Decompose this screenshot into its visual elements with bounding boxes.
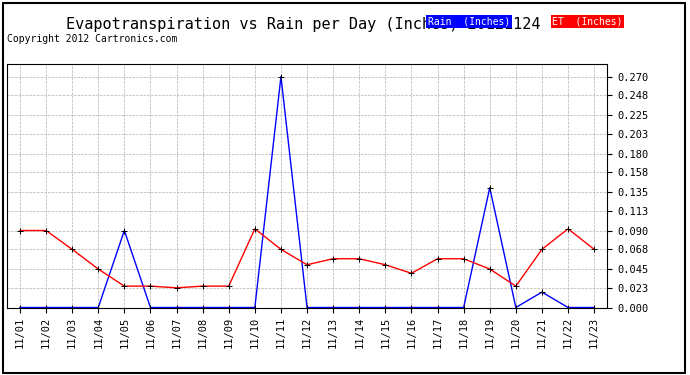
Text: Rain  (Inches): Rain (Inches) (428, 17, 510, 27)
Text: ET  (Inches): ET (Inches) (552, 17, 622, 27)
Text: Evapotranspiration vs Rain per Day (Inches) 20121124: Evapotranspiration vs Rain per Day (Inch… (66, 17, 541, 32)
Text: Copyright 2012 Cartronics.com: Copyright 2012 Cartronics.com (7, 34, 177, 44)
